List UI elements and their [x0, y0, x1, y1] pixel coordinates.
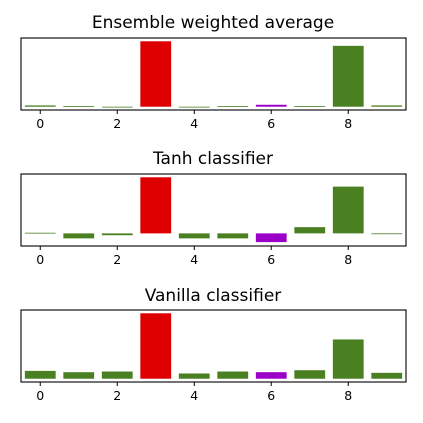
bar-4	[178, 106, 210, 108]
bar-9	[371, 233, 403, 235]
x-tick-label: 6	[267, 252, 275, 267]
x-tick-label: 4	[190, 116, 198, 131]
x-ticks: 0 2 4 6 8	[36, 382, 352, 403]
x-tick-label: 4	[190, 388, 198, 403]
bar-8	[332, 186, 364, 234]
bar-6	[255, 233, 287, 243]
bar-9	[371, 372, 403, 379]
chart-title: Tanh classifier	[152, 149, 273, 169]
bar-2	[101, 106, 133, 108]
bar-7	[294, 106, 326, 107]
bar-0	[24, 232, 56, 234]
bar-5	[217, 371, 249, 379]
x-tick-label: 2	[113, 388, 121, 403]
x-tick-label: 0	[36, 252, 44, 267]
bar-1	[63, 372, 95, 379]
chart-title: Vanilla classifier	[145, 286, 282, 306]
bar-8	[332, 45, 364, 107]
x-tick-label: 0	[36, 116, 44, 131]
subplot-tanh: Tanh classifier 0 2 4 6 8	[20, 149, 407, 267]
x-tick-label: 6	[267, 388, 275, 403]
x-ticks: 0 2 4 6 8	[36, 110, 352, 131]
subplot-ensemble: Ensemble weighted average 0 2 4 6 8	[20, 13, 407, 131]
bar-1	[63, 106, 95, 107]
x-tick-label: 8	[344, 252, 352, 267]
bar-2	[101, 233, 133, 236]
bar-2	[101, 371, 133, 379]
x-tick-label: 4	[190, 252, 198, 267]
plot-frame	[20, 37, 407, 111]
bar-3	[140, 41, 172, 107]
bars-group	[24, 41, 403, 108]
plot-frame	[20, 173, 407, 247]
x-tick-label: 8	[344, 388, 352, 403]
bar-6	[255, 372, 287, 379]
bar-0	[24, 105, 56, 107]
x-ticks: 0 2 4 6 8	[36, 246, 352, 267]
bar-9	[371, 105, 403, 107]
chart-title: Ensemble weighted average	[92, 13, 334, 33]
bar-0	[24, 370, 56, 379]
bar-3	[140, 177, 172, 234]
bar-5	[217, 106, 249, 107]
bar-4	[178, 233, 210, 239]
bar-3	[140, 313, 172, 379]
x-tick-label: 6	[267, 116, 275, 131]
x-tick-label: 2	[113, 116, 121, 131]
x-tick-label: 0	[36, 388, 44, 403]
bar-7	[294, 370, 326, 379]
bar-1	[63, 233, 95, 239]
bar-5	[217, 233, 249, 239]
bar-6	[255, 104, 287, 107]
bars-group	[24, 177, 403, 243]
bar-7	[294, 227, 326, 234]
bars-group	[24, 313, 403, 379]
subplot-vanilla: Vanilla classifier 0 2 4 6 8	[20, 286, 407, 403]
x-tick-label: 2	[113, 252, 121, 267]
plot-frame	[20, 309, 407, 383]
bar-8	[332, 339, 364, 379]
bar-4	[178, 373, 210, 379]
x-tick-label: 8	[344, 116, 352, 131]
